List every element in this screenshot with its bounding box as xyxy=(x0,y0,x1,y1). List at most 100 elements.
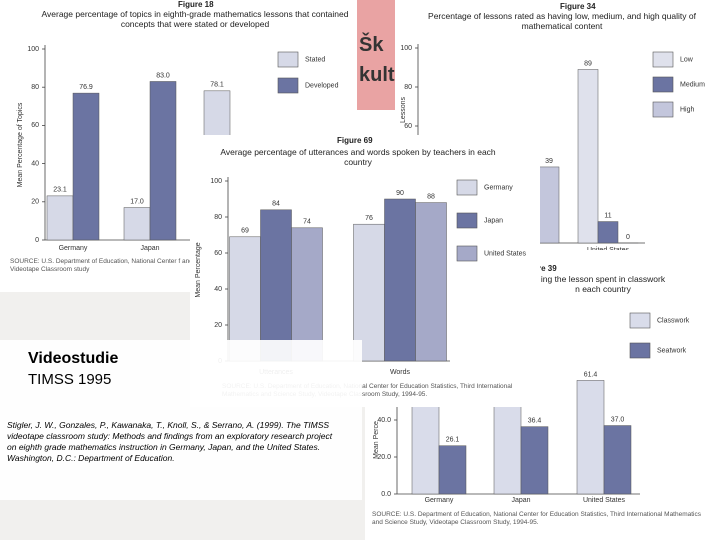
y-tick-label: 40 xyxy=(214,286,222,293)
data-label: 36.4 xyxy=(528,418,542,425)
data-label: 76.9 xyxy=(79,84,93,91)
chart-title: Average percentage of topics in eighth-g… xyxy=(41,9,349,29)
y-tick-label: 80 xyxy=(214,214,222,221)
x-tick-label: United States xyxy=(583,497,626,504)
x-tick-label: Germany xyxy=(59,245,88,252)
figure-label: Figure 34 xyxy=(560,2,596,11)
y-tick-label: 80 xyxy=(404,84,412,91)
y-tick-label: 60 xyxy=(404,123,412,130)
y-tick-label: 60 xyxy=(214,250,222,257)
x-tick-label: Words xyxy=(390,369,411,376)
bar xyxy=(291,227,323,362)
legend-swatch xyxy=(652,76,674,93)
y-axis-label: Mean Percentage xyxy=(195,242,202,297)
chart: 60 80 100 Lessons 39 United States 89 11 0 Low Med… xyxy=(400,44,705,254)
logo-text: kult xyxy=(359,64,395,86)
x-tick-label: Japan xyxy=(140,245,159,252)
chart: 0 20 40 60 80 100 Mean Percentage of Topics Ger… xyxy=(17,45,339,252)
legend-swatch xyxy=(456,245,478,262)
data-label: 61.4 xyxy=(584,371,598,378)
y-tick-label: 0.0 xyxy=(381,491,391,498)
bar xyxy=(438,445,467,495)
y-tick-label: 60 xyxy=(31,122,39,129)
y-tick-label: 100 xyxy=(400,45,412,52)
citation: Stigler, J. W., Gonzales, P., Kawanaka, … xyxy=(7,420,333,463)
data-label: 89 xyxy=(584,60,592,67)
data-label: 37.0 xyxy=(611,416,625,423)
data-label: 88 xyxy=(427,193,435,200)
data-label: 26.1 xyxy=(446,437,460,444)
source-note: SOURCE: U.S. Department of Education, Na… xyxy=(372,511,702,526)
legend-label: Medium xyxy=(680,81,705,88)
y-tick-label: 20 xyxy=(31,199,39,206)
legend-label: Classwork xyxy=(657,317,690,324)
bar xyxy=(149,81,177,241)
legend-label: Japan xyxy=(484,217,503,224)
legend-swatch xyxy=(652,101,674,118)
y-tick-label: 20.0 xyxy=(377,454,391,461)
bar xyxy=(520,426,549,495)
legend-label: United States xyxy=(484,250,527,257)
data-label: 17.0 xyxy=(130,198,144,205)
legend-swatch xyxy=(277,77,299,94)
y-tick-label: 40.0 xyxy=(377,417,391,424)
legend-swatch xyxy=(629,342,651,359)
bar xyxy=(597,221,619,244)
data-label: 78.1 xyxy=(210,82,224,89)
bar xyxy=(415,202,447,362)
logo-text: Šk xyxy=(359,34,384,56)
text-box: Videostudie TIMSS 1995 Stigler, J. W., G… xyxy=(0,340,362,500)
chart-title: ing the lesson spent in classwork n each… xyxy=(540,274,666,294)
y-axis-label: Mean Perce xyxy=(373,421,380,459)
y-tick-label: 40 xyxy=(31,160,39,167)
bar xyxy=(603,425,632,495)
data-label: 69 xyxy=(241,228,249,235)
source-note: SOURCE: U.S. Department of Education, Na… xyxy=(10,258,238,273)
legend-swatch xyxy=(456,212,478,229)
data-label: 23.1 xyxy=(53,187,67,194)
figure-label: Figure 18 xyxy=(178,0,214,9)
chart-title: Percentage of lessons rated as having lo… xyxy=(428,11,696,31)
data-label: 84 xyxy=(272,201,280,208)
data-label: 0 xyxy=(626,234,630,241)
legend-label: High xyxy=(680,106,695,113)
data-label: 76 xyxy=(365,215,373,222)
legend-swatch xyxy=(277,51,299,68)
y-axis-label: Mean Percentage of Topics xyxy=(17,102,24,187)
y-tick-label: 100 xyxy=(210,178,222,185)
bar xyxy=(46,195,74,241)
y-axis-label: Lessons xyxy=(400,96,407,123)
legend-swatch xyxy=(629,312,651,329)
legend-swatch xyxy=(456,179,478,196)
legend-label: Germany xyxy=(484,184,513,191)
y-tick-label: 20 xyxy=(214,322,222,329)
data-label: 39 xyxy=(545,158,553,165)
bar xyxy=(72,92,100,241)
chart-title: Average percentage of utterances and wor… xyxy=(220,147,496,167)
bar xyxy=(260,209,292,362)
bar xyxy=(576,380,605,495)
legend-swatch xyxy=(652,51,674,68)
data-label: 90 xyxy=(396,190,404,197)
legend-label: Stated xyxy=(305,56,325,63)
y-tick-label: 80 xyxy=(31,84,39,91)
legend-label: Low xyxy=(680,56,694,63)
data-label: 74 xyxy=(303,219,311,226)
data-label: 11 xyxy=(604,212,611,219)
x-tick-label: Germany xyxy=(425,497,454,504)
subheading: TIMSS 1995 xyxy=(28,371,112,388)
x-tick-label: Japan xyxy=(511,497,530,504)
y-tick-label: 100 xyxy=(27,46,39,53)
y-tick-label: 0 xyxy=(35,237,39,244)
bar xyxy=(538,166,560,244)
figure-label: re 39 xyxy=(538,264,557,273)
bar xyxy=(384,198,416,362)
figure-label: Figure 69 xyxy=(337,136,373,145)
data-label: 83.0 xyxy=(156,72,170,79)
legend-label: Developed xyxy=(305,82,339,89)
bar xyxy=(123,207,151,241)
legend-label: Seatwork xyxy=(657,347,687,354)
bar xyxy=(353,223,385,362)
